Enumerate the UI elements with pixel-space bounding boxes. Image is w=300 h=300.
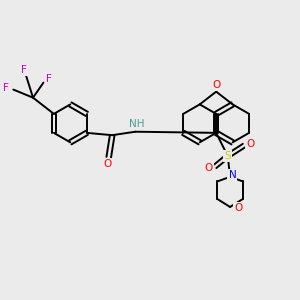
Text: O: O — [103, 159, 112, 169]
Text: O: O — [234, 203, 242, 213]
Text: O: O — [212, 80, 220, 90]
Text: N: N — [229, 170, 236, 180]
Text: F: F — [4, 83, 9, 93]
Text: O: O — [204, 163, 213, 172]
Text: O: O — [246, 140, 255, 149]
Text: F: F — [46, 74, 52, 84]
Text: NH: NH — [129, 119, 144, 129]
Text: F: F — [21, 65, 27, 75]
Text: S: S — [224, 151, 231, 161]
